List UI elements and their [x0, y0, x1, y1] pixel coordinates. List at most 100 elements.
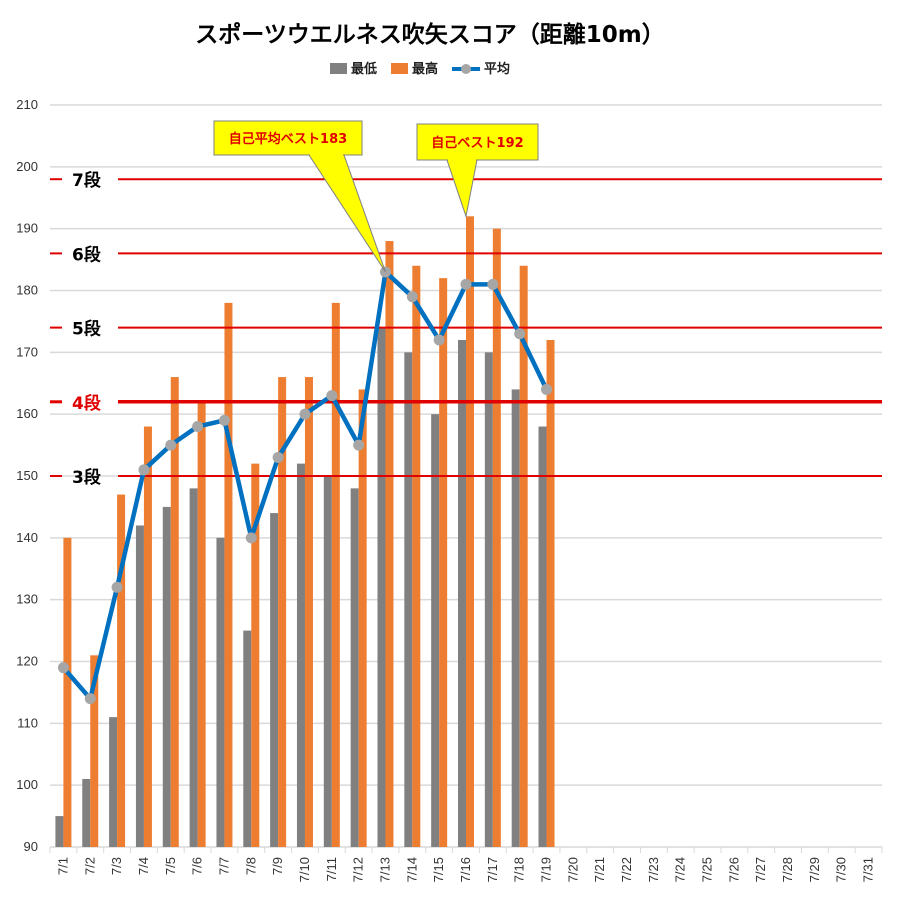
bar-min — [404, 352, 413, 847]
average-point — [57, 662, 69, 674]
bar-max — [385, 241, 394, 848]
y-tick-label: 170 — [16, 344, 38, 359]
x-tick-label: 7/5 — [163, 857, 178, 875]
bar-min — [431, 414, 440, 847]
x-tick-label: 7/22 — [619, 857, 634, 882]
average-point — [218, 414, 230, 426]
average-point — [460, 278, 472, 290]
x-tick-label: 7/15 — [431, 857, 446, 882]
callout-text: 自己平均ベスト183 — [229, 131, 347, 147]
legend: 最低 最高 平均 — [330, 61, 510, 77]
x-tick-label: 7/17 — [485, 857, 500, 882]
x-tick-label: 7/26 — [726, 857, 741, 882]
x-tick-label: 7/2 — [82, 857, 97, 875]
x-tick-label: 7/16 — [458, 857, 473, 882]
legend-label: 最低 — [351, 61, 377, 77]
y-tick-label: 180 — [16, 283, 38, 298]
bar-max — [519, 265, 528, 847]
legend-marker — [461, 64, 471, 74]
legend-swatch — [330, 63, 347, 74]
average-point — [299, 408, 311, 420]
y-tick-label: 90 — [24, 839, 38, 854]
bar-min — [243, 630, 252, 847]
average-point — [111, 581, 123, 593]
bar-max — [63, 537, 72, 847]
reference-line-label: 4段 — [72, 393, 101, 414]
callout-box — [416, 123, 539, 161]
average-point — [272, 451, 284, 463]
x-tick-label: 7/6 — [190, 857, 205, 875]
bar-min — [484, 352, 493, 847]
y-tick-label: 150 — [16, 468, 38, 483]
bar-max — [466, 216, 474, 848]
reference-line-label: 5段 — [72, 319, 101, 340]
bar-min — [296, 463, 305, 847]
bar-min — [323, 476, 332, 847]
bars — [55, 216, 555, 848]
x-tick-label: 7/9 — [270, 857, 285, 875]
average-point — [192, 421, 204, 433]
x-tick-label: 7/7 — [216, 857, 231, 875]
bar-min — [162, 506, 171, 847]
callout-text: 自己ベスト192 — [431, 135, 523, 151]
x-tick-label: 7/31 — [861, 857, 876, 882]
average-point — [165, 439, 177, 451]
bar-max — [278, 377, 287, 847]
y-tick-label: 110 — [17, 715, 38, 730]
bar-min — [82, 778, 91, 847]
chart-title: スポーツウエルネス吹矢スコア（距離10m） — [195, 21, 665, 48]
bar-max — [117, 494, 126, 847]
y-tick-label: 200 — [16, 159, 38, 174]
average-point — [406, 291, 418, 303]
bar-max — [304, 377, 313, 847]
average-point — [541, 383, 553, 395]
bar-min — [350, 488, 359, 847]
bar-min — [135, 525, 144, 847]
bar-max — [358, 389, 367, 847]
x-tick-label: 7/29 — [807, 857, 822, 882]
callout-joint — [448, 158, 476, 161]
x-tick-label: 7/13 — [377, 857, 392, 882]
x-tick-label: 7/28 — [780, 857, 795, 882]
bar-max — [90, 655, 99, 847]
x-tick-label: 7/24 — [673, 857, 688, 882]
x-tick-label: 7/12 — [351, 857, 366, 882]
x-tick-label: 7/11 — [324, 857, 339, 881]
reference-line-label: 3段 — [72, 467, 101, 488]
x-tick-label: 7/8 — [243, 857, 258, 875]
reference-line-label: 6段 — [72, 244, 101, 265]
legend-label: 最高 — [412, 61, 438, 77]
callout-pointer — [446, 159, 478, 219]
bar-max — [546, 339, 555, 847]
callout-joint — [310, 153, 343, 156]
reference-line-label: 7段 — [72, 170, 101, 191]
y-tick-label: 120 — [16, 654, 38, 669]
x-tick-label: 7/30 — [834, 857, 849, 882]
bar-max — [439, 278, 448, 848]
y-tick-label: 160 — [16, 406, 38, 421]
average-point — [487, 278, 499, 290]
bar-min — [511, 389, 520, 847]
bar-max — [143, 426, 152, 847]
bar-min — [458, 339, 466, 847]
callout-pointer — [308, 154, 386, 273]
bar-min — [109, 717, 118, 847]
average-point — [433, 334, 445, 346]
average-point — [84, 693, 96, 705]
y-tick-label: 140 — [16, 530, 38, 545]
bar-min — [270, 513, 279, 847]
x-tick-label: 7/27 — [753, 857, 768, 882]
bar-max — [412, 265, 421, 847]
x-tick-label: 7/21 — [592, 857, 607, 882]
x-tick-label: 7/14 — [404, 857, 419, 882]
legend-swatch — [391, 63, 408, 74]
bar-max — [331, 302, 340, 847]
bar-max — [492, 228, 501, 847]
average-point — [514, 328, 526, 340]
bar-max — [197, 401, 206, 847]
bar-min — [377, 327, 386, 848]
bar-max — [170, 377, 179, 847]
bar-min — [55, 816, 64, 847]
average-point — [245, 532, 257, 544]
